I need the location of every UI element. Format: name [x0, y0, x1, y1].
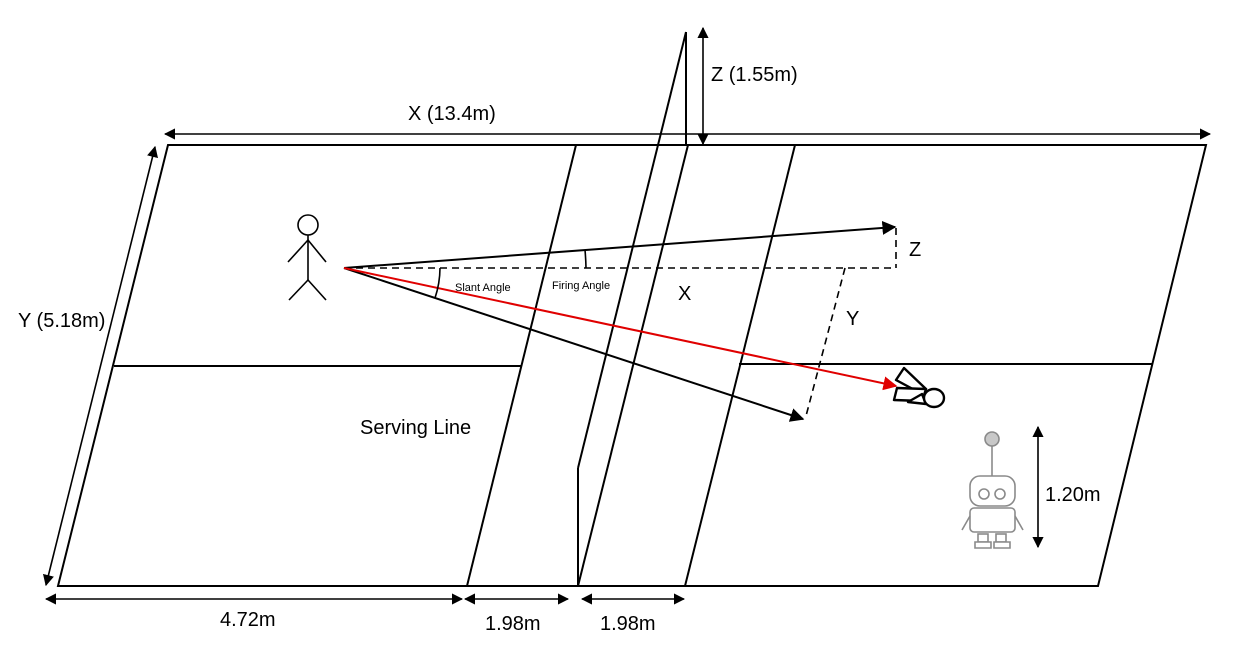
- net-height-label: Z (1.55m): [711, 64, 798, 86]
- stick-figure-icon: [287, 214, 327, 301]
- robot-icon: [961, 431, 1024, 549]
- robot-height-label: 1.20m: [1045, 484, 1101, 506]
- x-axis-label: X: [678, 283, 691, 305]
- short-service-line-left: [466, 144, 577, 587]
- y-axis-dashed: [805, 267, 846, 417]
- net-top-edge: [577, 31, 687, 469]
- slant-direction-line: [343, 267, 805, 422]
- y-axis-label: Y: [846, 308, 859, 330]
- firing-angle-label: Firing Angle: [552, 280, 610, 292]
- service-left-label: 1.98m: [485, 613, 541, 635]
- shuttle-trajectory: [343, 267, 898, 391]
- back-section-label: 4.72m: [220, 609, 276, 631]
- serving-line-label: Serving Line: [360, 417, 471, 439]
- width-label: Y (5.18m): [18, 310, 105, 332]
- z-axis-label: Z: [909, 239, 921, 261]
- width-dimension-arrow: [42, 145, 159, 587]
- slant-angle-label: Slant Angle: [455, 282, 511, 294]
- firing-direction-line: [343, 220, 897, 269]
- short-service-line-right: [684, 144, 796, 587]
- length-label: X (13.4m): [408, 103, 496, 125]
- firing-angle-arc: [584, 249, 587, 269]
- service-right-label: 1.98m: [600, 613, 656, 635]
- net-line: [577, 144, 689, 587]
- shuttlecock-icon: [892, 366, 946, 409]
- slant-angle-arc: [434, 267, 441, 299]
